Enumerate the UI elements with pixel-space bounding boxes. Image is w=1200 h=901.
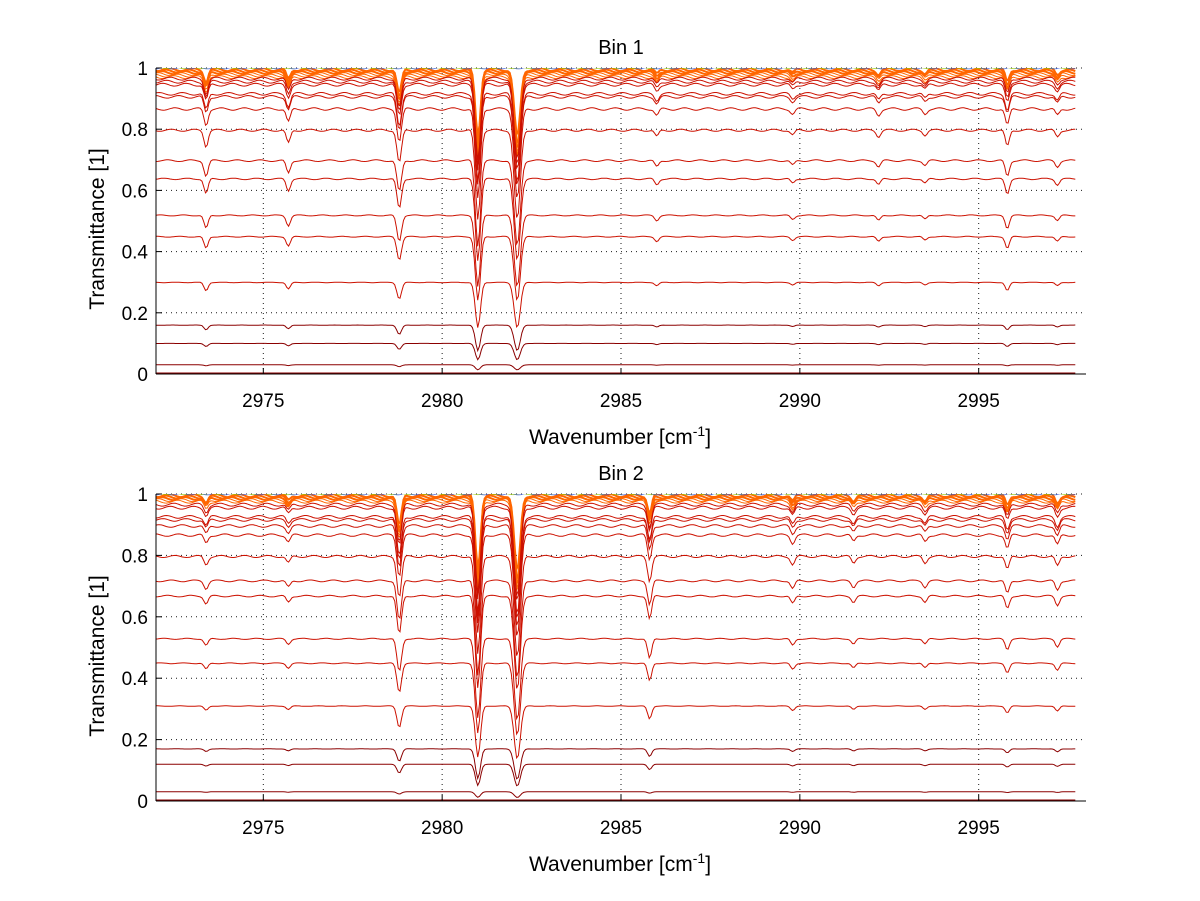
x-axis-label-main: Wavenumber [cm [529, 426, 693, 449]
series-line [156, 177, 1076, 261]
y-tick-label: 0.6 [122, 608, 148, 629]
series-line [156, 107, 1076, 198]
axes: 2975 2980 2985 2990 2995 0 0.2 0.4 0.6 0.8 1 [122, 59, 1086, 412]
y-tick-label: 0.2 [122, 731, 148, 752]
series-line [156, 68, 1076, 70]
series-line [156, 235, 1076, 301]
series-line [156, 94, 1076, 185]
y-tick-label: 1 [137, 485, 148, 506]
series-line [156, 75, 1076, 157]
series-line [156, 594, 1076, 689]
x-tick-label: 2980 [421, 818, 463, 839]
series-line [156, 791, 1076, 798]
chart-bin-1: Bin 1 2975 2980 2985 2990 2995 0 0.2 0.4 0.6 0.8 1… [86, 37, 1086, 449]
series-line [156, 76, 1076, 161]
series-line [156, 79, 1076, 167]
grid [156, 67, 1086, 374]
y-tick-label: 0 [137, 365, 148, 386]
y-tick-label: 1 [137, 59, 148, 80]
x-tick-label: 2995 [958, 391, 1000, 412]
series-line [156, 533, 1076, 636]
y-tick-label: 0.8 [122, 120, 148, 141]
series-line [156, 502, 1076, 596]
series-line [156, 499, 1076, 591]
series-line [156, 364, 1076, 371]
series-lines [156, 494, 1076, 801]
series-line [156, 518, 1076, 618]
series-line [156, 748, 1076, 781]
series-line [156, 214, 1076, 287]
series-line [156, 281, 1076, 329]
x-tick-label: 2995 [958, 818, 1000, 839]
series-line [156, 524, 1076, 626]
series-line [156, 494, 1076, 572]
y-tick-label: 0.2 [122, 304, 148, 325]
series-line [156, 159, 1076, 247]
y-tick-label: 0.4 [122, 243, 149, 264]
series-line [156, 554, 1076, 656]
y-axis-label: Transmittance [1] [86, 575, 109, 736]
series-line [156, 494, 1076, 496]
x-tick-label: 2975 [242, 391, 284, 412]
series-line [156, 763, 1076, 787]
axes: 2975 2980 2985 2990 2995 0 0.2 0.4 0.6 0.8 1 [122, 485, 1086, 839]
series-line [156, 637, 1076, 721]
series-line [156, 496, 1076, 587]
series-line [156, 342, 1076, 361]
x-tick-label: 2975 [242, 818, 284, 839]
x-axis-label-close: ] [705, 426, 711, 449]
series-line [156, 705, 1076, 760]
x-tick-label: 2985 [600, 391, 642, 412]
series-line [156, 662, 1076, 736]
x-axis-label-superscript: -1 [693, 423, 706, 439]
series-line [156, 494, 1073, 496]
y-tick-label: 0.6 [122, 181, 148, 202]
series-line [156, 91, 1076, 183]
x-axis-label-superscript: -1 [693, 850, 706, 866]
series-lines [156, 68, 1076, 374]
x-axis-label: Wavenumber [cm-1] [529, 423, 711, 449]
plot-area [156, 68, 1076, 374]
x-tick-label: 2990 [779, 818, 821, 839]
y-tick-label: 0.8 [122, 546, 148, 567]
series-line [156, 579, 1076, 677]
x-axis-label: Wavenumber [cm-1] [529, 850, 711, 876]
chart-bin-2: Bin 2 2975 2980 2985 2990 2995 0 0.2 0.4 0.6 0.8 1… [86, 463, 1086, 876]
grid [156, 493, 1086, 801]
series-line [156, 82, 1076, 171]
x-tick-label: 2990 [779, 391, 821, 412]
series-line [156, 128, 1076, 220]
chart-title: Bin 1 [598, 37, 644, 59]
series-line [156, 514, 1076, 613]
x-axis-label-main: Wavenumber [cm [529, 853, 693, 876]
y-tick-label: 0.4 [122, 669, 149, 690]
y-axis-label: Transmittance [1] [86, 148, 109, 309]
series-line [156, 324, 1076, 353]
x-axis-label-close: ] [705, 853, 711, 876]
chart-title: Bin 2 [598, 463, 644, 485]
x-tick-label: 2980 [421, 391, 463, 412]
plot-area [156, 494, 1076, 801]
y-tick-label: 0 [137, 792, 148, 813]
series-line [156, 498, 1076, 588]
series-line [156, 505, 1076, 600]
x-tick-label: 2985 [600, 818, 642, 839]
series-line [156, 72, 1076, 154]
series-line [156, 68, 1073, 70]
